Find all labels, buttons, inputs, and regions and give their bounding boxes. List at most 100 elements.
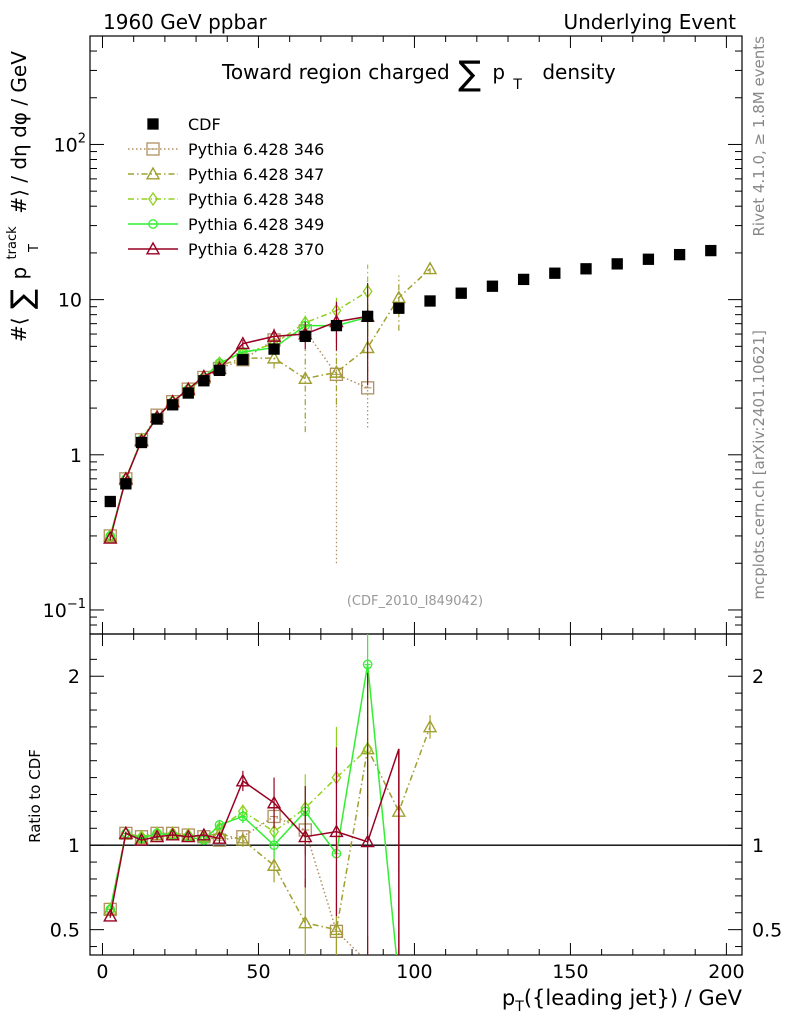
legend-label: Pythia 6.428 370 bbox=[188, 240, 324, 259]
data-point bbox=[580, 263, 592, 275]
data-point bbox=[424, 295, 436, 307]
x-axis-label: pT({leading jet}) / GeV bbox=[502, 986, 743, 1015]
data-point bbox=[611, 258, 623, 270]
series-1-ratio-point bbox=[266, 858, 282, 871]
series-1-ratio-point bbox=[235, 832, 251, 846]
ratio-plot-area: 0 50 100 150 200 0.5 0.5 1 1 2 2 bbox=[50, 633, 782, 983]
series-1-point bbox=[298, 371, 313, 385]
legend-entry: CDF bbox=[147, 115, 221, 134]
chart-title-prefix: Toward region charged bbox=[221, 60, 450, 84]
series-2-point bbox=[105, 528, 116, 544]
legend-label: Pythia 6.428 347 bbox=[188, 165, 324, 184]
data-point bbox=[213, 364, 226, 377]
series-0-ratio-point bbox=[362, 956, 374, 968]
legend-entry: Pythia 6.428 370 bbox=[128, 240, 324, 259]
legend: CDF Pythia 6.428 346 Pythia 6.428 347 Pythi… bbox=[128, 115, 324, 259]
x-tick-label: 0 bbox=[96, 961, 108, 983]
ratio-tick-label: 1 bbox=[68, 835, 80, 857]
header-left: 1960 GeV ppbar bbox=[103, 10, 267, 34]
data-point bbox=[673, 248, 686, 261]
data-point bbox=[167, 399, 179, 411]
x-tick-label: 100 bbox=[396, 961, 432, 983]
series-3-ratio bbox=[105, 634, 398, 955]
y-tick-base: 10 bbox=[54, 134, 78, 156]
series-4-ratio-point bbox=[165, 827, 180, 841]
data-point bbox=[361, 310, 374, 323]
y-tick-exponent: 2 bbox=[78, 131, 86, 146]
series-4-ratio-point bbox=[181, 829, 196, 843]
chart-title-sub: T bbox=[512, 77, 522, 93]
legend-marker bbox=[147, 118, 159, 130]
data-point bbox=[330, 319, 343, 332]
series-4-ratio-line bbox=[109, 748, 400, 955]
series-4-ratio-point bbox=[118, 825, 134, 839]
data-point bbox=[299, 330, 311, 342]
ratio-y-label: Ratio to CDF bbox=[26, 749, 44, 843]
data-point bbox=[135, 436, 148, 449]
series-3-ratio-line bbox=[109, 664, 398, 955]
series-4-ratio-point bbox=[235, 773, 251, 787]
data-point bbox=[642, 253, 655, 265]
legend-marker bbox=[148, 219, 158, 229]
data-points bbox=[104, 244, 717, 508]
series-1-point bbox=[266, 350, 282, 364]
chart-title-p: p bbox=[492, 60, 505, 84]
legend-marker bbox=[146, 142, 160, 156]
data-point bbox=[393, 302, 405, 314]
x-tick-label: 50 bbox=[246, 961, 270, 983]
chart-title-suffix: density bbox=[542, 60, 615, 84]
data-point bbox=[705, 244, 717, 257]
y-axis-label-sigma: ∑ bbox=[5, 289, 40, 309]
legend-entry: Pythia 6.428 347 bbox=[128, 165, 324, 184]
ratio-tick-label: 0.5 bbox=[50, 920, 80, 942]
series-2-ratio bbox=[105, 681, 373, 917]
series-4-ratio bbox=[103, 672, 400, 955]
y-tick-label: 1 bbox=[70, 445, 82, 467]
y-axis-label-b: #⟩ / dη dφ / GeV bbox=[7, 51, 31, 214]
y-tick-base: 10 bbox=[43, 600, 67, 622]
x-axis-label-p: p bbox=[502, 986, 515, 1010]
series-1-line bbox=[109, 268, 431, 537]
ratio-tick-label-right: 0.5 bbox=[752, 920, 782, 942]
data-point bbox=[198, 375, 210, 387]
data-point bbox=[237, 354, 249, 366]
data-point bbox=[486, 280, 499, 292]
data-point bbox=[549, 267, 561, 279]
series-1-ratio-point bbox=[298, 915, 313, 929]
series-1-ratio-point bbox=[329, 922, 344, 936]
ratio-frame bbox=[89, 633, 743, 956]
series-4-point bbox=[266, 328, 282, 342]
x-tick-label: 200 bbox=[708, 961, 744, 983]
series-4-ratio-point bbox=[360, 834, 375, 848]
data-point bbox=[182, 387, 194, 399]
series-3-ratio-point bbox=[214, 820, 225, 830]
series-4-ratio-point bbox=[103, 908, 118, 922]
side-label-top: Rivet 4.1.0, ≥ 1.8M events bbox=[750, 36, 768, 237]
analysis-id: (CDF_2010_I849042) bbox=[347, 594, 483, 609]
ratio-tick-label: 2 bbox=[68, 666, 80, 688]
series-4-point bbox=[235, 336, 251, 350]
legend-label: Pythia 6.428 348 bbox=[188, 190, 324, 209]
ratio-tick-label-right: 1 bbox=[752, 835, 764, 857]
ratio-series-layer bbox=[103, 634, 438, 968]
data-point bbox=[104, 495, 116, 508]
series-3-ratio-point bbox=[362, 659, 373, 670]
series-4-ratio-point bbox=[329, 824, 344, 838]
y-axis-label: #⟨ ∑ p track T #⟩ / dη dφ / GeV bbox=[0, 51, 43, 342]
series-3-main bbox=[105, 304, 373, 541]
series-3-ratio-point bbox=[269, 840, 279, 851]
series-3-ratio-point bbox=[238, 811, 248, 822]
x-axis-label-rest: ({leading jet}) / GeV bbox=[524, 986, 743, 1010]
series-4-ratio-point bbox=[149, 829, 165, 843]
legend-marker bbox=[145, 166, 161, 180]
legend-label: Pythia 6.428 346 bbox=[188, 140, 324, 159]
chart-title-sigma: ∑ bbox=[458, 54, 481, 94]
series-4-ratio-point bbox=[196, 827, 212, 841]
series-4-ratio-point bbox=[298, 829, 313, 843]
main-series-layer bbox=[103, 244, 717, 564]
series-2-line bbox=[109, 290, 369, 537]
series-4-point bbox=[103, 530, 118, 544]
y-tick-exponent: −1 bbox=[67, 597, 86, 612]
y-axis-label-a: #⟨ bbox=[7, 317, 31, 342]
